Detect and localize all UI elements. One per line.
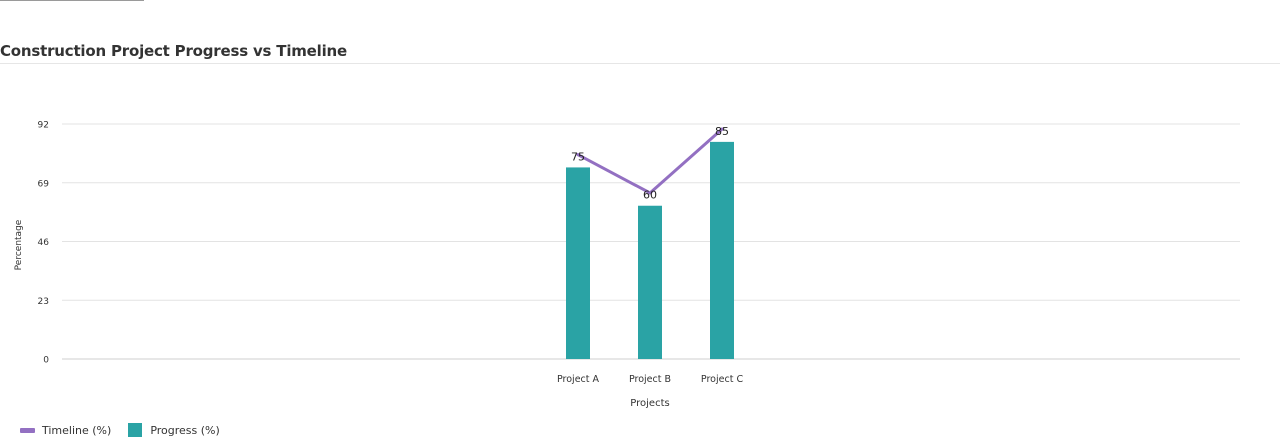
x-tick-label: Project A xyxy=(557,374,600,385)
y-tick-label: 46 xyxy=(38,238,50,248)
timeline-point xyxy=(648,191,652,195)
y-tick-label: 69 xyxy=(38,179,50,189)
x-tick-label: Project C xyxy=(701,374,744,385)
bar-project-b xyxy=(638,205,662,359)
bar-project-c xyxy=(710,141,734,359)
data-labels: 75 60 85 xyxy=(571,125,729,202)
x-tick-label: Project B xyxy=(629,374,671,385)
y-tick-label: 0 xyxy=(43,356,49,366)
x-tick-labels: Project A Project B Project C xyxy=(557,374,743,385)
x-axis-label: Projects xyxy=(630,398,669,409)
legend-label-progress: Progress (%) xyxy=(150,423,220,437)
timeline-line xyxy=(576,127,724,195)
data-label: 60 xyxy=(643,189,657,202)
legend-item-progress[interactable]: Progress (%) xyxy=(128,423,220,437)
legend-swatch-progress xyxy=(128,423,143,437)
top-divider xyxy=(0,0,144,1)
bars xyxy=(566,141,734,359)
y-tick-label: 92 xyxy=(38,121,49,131)
legend-item-timeline[interactable]: Timeline (%) xyxy=(20,424,111,437)
y-axis-label: Percentage xyxy=(14,219,24,270)
legend-label-timeline: Timeline (%) xyxy=(42,423,112,437)
timeline-line-layer xyxy=(576,127,724,195)
title-divider xyxy=(0,63,1280,64)
y-tick-labels: 0 23 46 69 92 xyxy=(38,121,50,366)
legend-swatch-timeline xyxy=(20,427,35,433)
timeline-point xyxy=(720,127,724,131)
legend: Timeline (%) Progress (%) xyxy=(20,423,237,437)
data-label: 85 xyxy=(715,125,729,138)
y-tick-label: 23 xyxy=(38,297,49,307)
bar-project-a xyxy=(566,167,590,359)
chart-title: Construction Project Progress vs Timelin… xyxy=(0,42,347,60)
timeline-point xyxy=(576,153,580,157)
data-label: 75 xyxy=(571,150,585,163)
